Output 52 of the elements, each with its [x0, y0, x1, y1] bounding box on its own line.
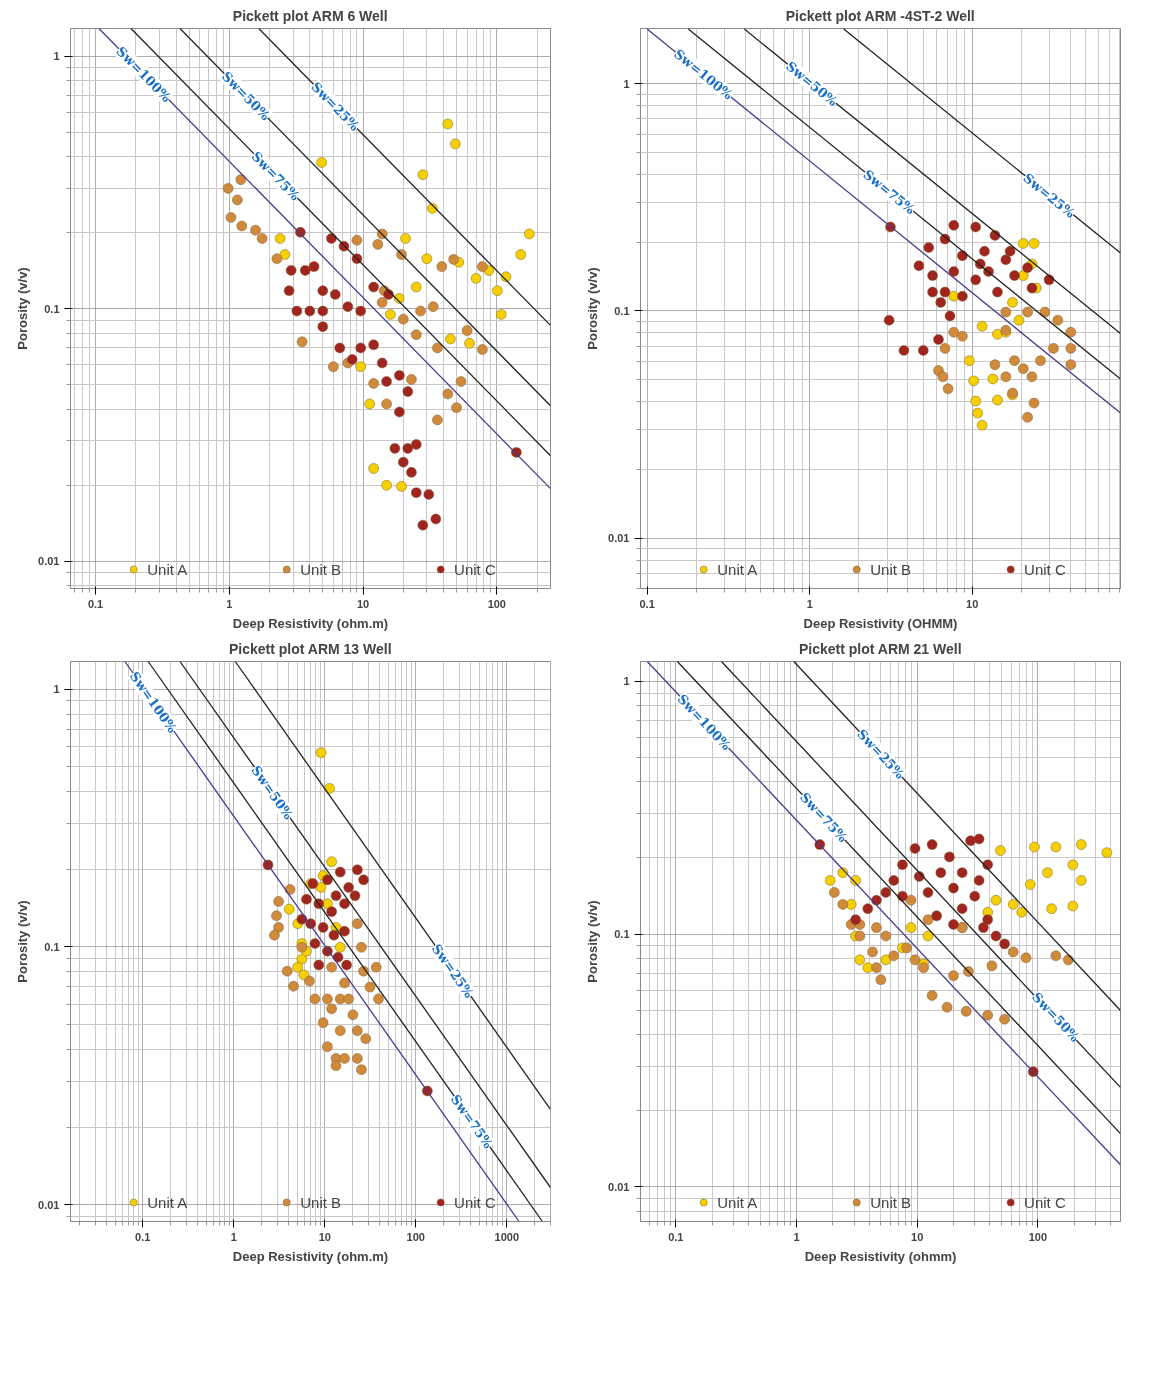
legend-label: Unit A — [717, 1193, 758, 1211]
chart-title: Pickett plot ARM 21 Well — [798, 640, 962, 657]
legend-label: Unit B — [300, 560, 342, 578]
x-tick-label: 1 — [806, 597, 813, 610]
y-axis-title: Porosity (v/v) — [585, 267, 601, 350]
x-tick-label: 0.1 — [668, 1230, 684, 1243]
x-tick-label: 100 — [487, 597, 506, 610]
y-tick-label: 1 — [623, 675, 630, 688]
x-axis-title: Deep Resistivity (ohm.m) — [232, 615, 389, 631]
legend-label: Unit C — [1024, 1193, 1066, 1211]
x-axis-title: Deep Resistivity (OHMM) — [803, 615, 958, 631]
x-tick-label: 0.1 — [87, 597, 104, 610]
legend-label: Unit B — [870, 1193, 912, 1211]
x-tick-label: 0.1 — [135, 1230, 151, 1243]
y-axis-title: Porosity (v/v) — [585, 900, 601, 983]
x-tick-label: 1 — [226, 597, 233, 610]
y-tick-label: 1 — [53, 50, 60, 63]
chart-title: Pickett plot ARM 6 Well — [232, 7, 388, 24]
y-tick-label: 1 — [53, 683, 60, 696]
legend-label: Unit A — [147, 1193, 188, 1211]
legend-label: Unit B — [870, 560, 912, 578]
y-tick-label: 0.1 — [614, 928, 630, 941]
x-tick-label: 100 — [406, 1230, 425, 1243]
x-tick-label: 1000 — [494, 1230, 520, 1243]
legend-label: Unit C — [454, 560, 496, 578]
legend-label: Unit C — [454, 1193, 496, 1211]
x-tick-label: 1 — [230, 1230, 237, 1243]
y-axis-title: Porosity (v/v) — [15, 267, 31, 350]
x-tick-label: 10 — [911, 1230, 924, 1243]
legend-label: Unit A — [717, 560, 758, 578]
x-axis-title: Deep Resistivity (ohm.m) — [232, 1248, 389, 1264]
y-axis-title: Porosity (v/v) — [15, 900, 31, 983]
y-tick-label: 0.1 — [614, 304, 630, 317]
y-tick-label: 0.1 — [44, 940, 60, 953]
y-tick-label: 0.01 — [38, 1198, 60, 1211]
legend-label: Unit A — [147, 560, 188, 578]
y-tick-label: 0.01 — [38, 555, 60, 568]
x-tick-label: 100 — [1028, 1230, 1048, 1243]
chart-title: Pickett plot ARM -4ST-2 Well — [785, 7, 975, 24]
chart-title: Pickett plot ARM 13 Well — [228, 640, 392, 657]
y-tick-label: 0.1 — [44, 302, 60, 315]
y-tick-label: 1 — [623, 77, 630, 90]
x-tick-label: 10 — [356, 597, 370, 610]
legend-label: Unit C — [1024, 560, 1066, 578]
x-tick-label: 10 — [318, 1230, 331, 1243]
y-tick-label: 0.01 — [608, 1180, 630, 1193]
x-tick-label: 0.1 — [639, 597, 655, 610]
x-tick-label: 10 — [966, 597, 979, 610]
x-tick-label: 1 — [793, 1230, 800, 1243]
y-tick-label: 0.01 — [608, 532, 630, 545]
x-axis-title: Deep Resistivity (ohmm) — [804, 1248, 957, 1264]
legend-label: Unit B — [300, 1193, 342, 1211]
